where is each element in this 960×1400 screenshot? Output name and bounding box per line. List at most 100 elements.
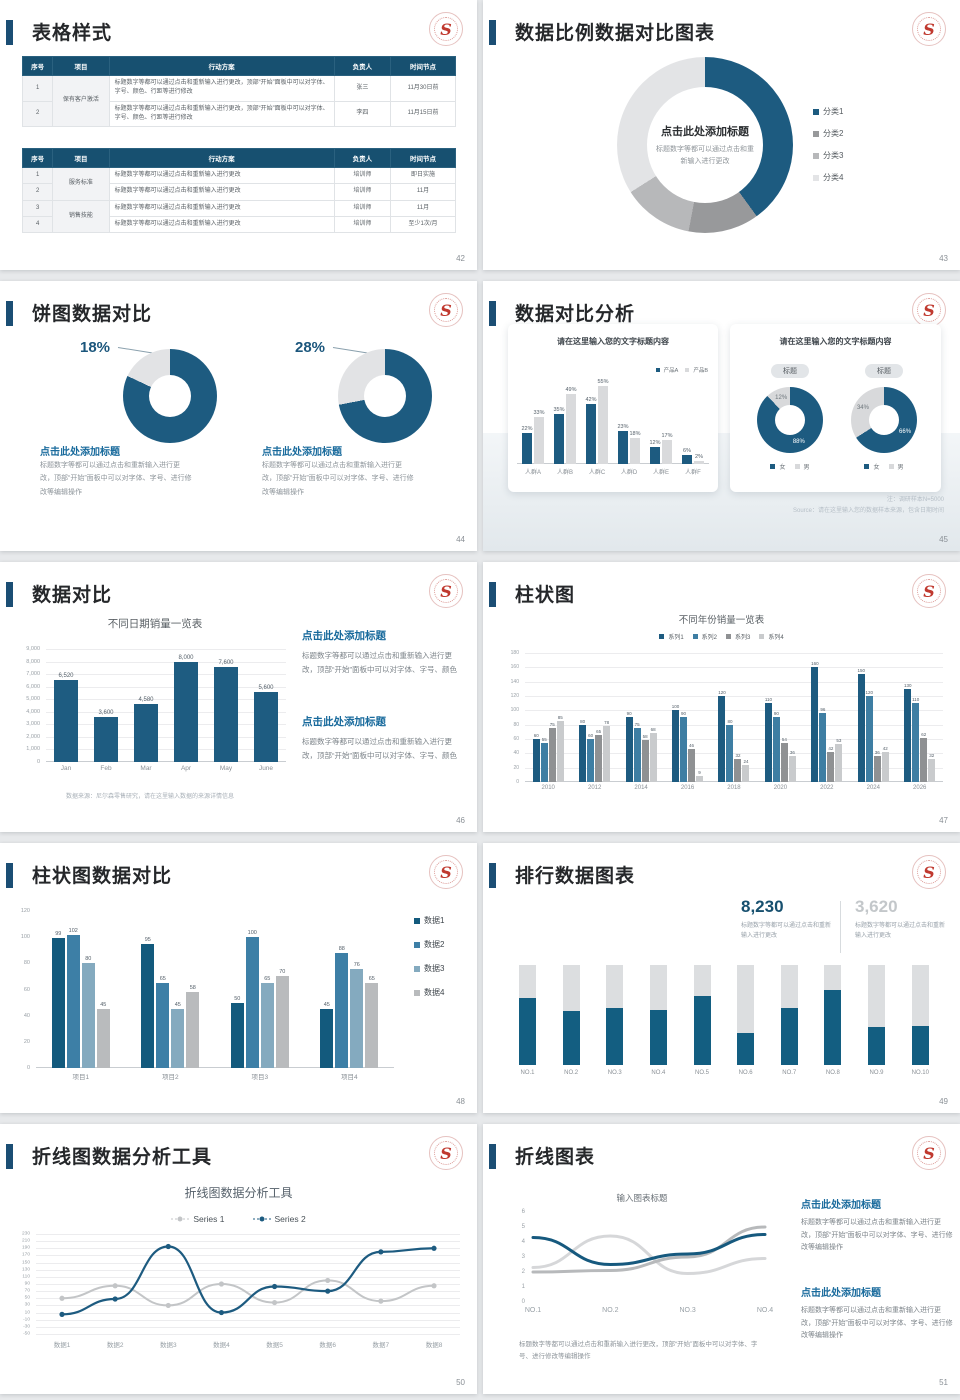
company-logo: S: [429, 12, 463, 46]
slide-title: 折线图数据分析工具: [32, 1147, 213, 1168]
company-logo: S: [912, 855, 946, 889]
column-header: 项目: [52, 148, 110, 168]
column-header: 行动方案: [108, 56, 335, 76]
stat-caption: 标题数字等都可以通过点击和重新输入进行更改: [741, 923, 832, 940]
stat-block: 3,620 标题数字等都可以通过点击和重新输入进行更改: [855, 897, 945, 941]
slide-header: 折线图表 S: [483, 1136, 960, 1174]
text-block: 点击此处添加标题 标题数字等都可以通过点击和重新输入进行更改，顶部“开始”面板中…: [801, 1284, 953, 1343]
slide-header: 排行数据图表 S: [483, 855, 960, 893]
table-cell: 标题数字等都可以通过点击和重新输入进行更改，顶部“开始”面板中可以对字体、字号、…: [108, 75, 335, 102]
table-cell: 标题数字等都可以通过点击和重新输入进行更改: [108, 215, 335, 234]
column-header: 行动方案: [108, 148, 335, 168]
slide-title: 表格样式: [32, 23, 113, 44]
table-cell: 培训师: [333, 215, 392, 234]
company-logo: S: [912, 1136, 946, 1170]
table-cell: 保有客户激活: [52, 74, 110, 128]
block-body: 标题数字等都可以通过点击和重新输入进行更改，顶部“开始”面板中可以对字体、字号、…: [302, 651, 457, 674]
legend-item: 产品B: [685, 366, 708, 374]
chart-card-donuts: 请在这里输入您的文字标题内容 标题 88% 12% 女男 标题 66% 34% 女男: [730, 324, 941, 492]
title-accent-bar: [489, 582, 496, 607]
slide-44[interactable]: 饼图数据对比 S 18% 28% 点击此处添加标题 标题数字等都可以通过点击和重…: [0, 281, 477, 551]
table-row: 4 标题数字等都可以通过点击和重新输入进行更改 培训师 至少1次/月: [21, 215, 456, 234]
company-logo: S: [429, 574, 463, 608]
slide-47[interactable]: 柱状图 S 不同年份销量一览表 系列1 系列2 系列3 系列4 180 160 140 12…: [483, 562, 960, 832]
block-heading: 点击此处添加标题: [801, 1200, 881, 1211]
legend-item: 男: [794, 462, 810, 471]
logo-letter: S: [440, 1143, 452, 1163]
table-cell: 4: [21, 215, 54, 234]
donut-group: 标题 66% 34% 女男: [842, 364, 926, 471]
gender-donut-chart: 66% 34%: [851, 387, 917, 453]
slide-title: 柱状图数据对比: [32, 866, 173, 887]
logo-letter: S: [923, 581, 935, 601]
company-logo: S: [912, 574, 946, 608]
slide-header: 柱状图 S: [483, 574, 960, 612]
block-heading: 点击此处添加标题: [262, 447, 342, 458]
title-accent-bar: [6, 301, 13, 326]
legend-item: 数据4: [414, 987, 444, 998]
source-note: 注：调研样本N=5000 Source：请在这里输入您的数据样本来源，包含日期时…: [793, 495, 944, 518]
legend-item: 产品A: [655, 366, 678, 374]
slide-title: 数据对比: [32, 585, 113, 606]
legend-item: 女: [770, 462, 786, 471]
card-title: 请在这里输入您的文字标题内容: [557, 337, 669, 346]
column-header: 时间节点: [390, 148, 456, 168]
block-body: 标题数字等都可以通过点击和重新输入进行更改，顶部“开始”面板中可以对字体、字号、…: [801, 1219, 953, 1252]
slide-header: 饼图数据对比 S: [0, 293, 477, 331]
block-heading: 点击此处添加标题: [302, 716, 386, 728]
chart-caption: 标题数字等都可以通过点击和重新输入进行更改，顶部“开始”面板中可以对字体、字号、…: [519, 1341, 758, 1361]
tag-pill: 标题: [865, 364, 903, 378]
slide-header: 数据比例数据对比图表 S: [483, 12, 960, 50]
page-number: 43: [939, 254, 948, 263]
text-block: 点击此处添加标题 标题数字等都可以通过点击和重新输入进行更改，顶部“开始”面板中…: [801, 1196, 953, 1255]
legend-item: 系列3: [726, 632, 750, 641]
company-logo: S: [429, 855, 463, 889]
slide-51[interactable]: 折线图表 S 输入图表标题 6 5 4 3 2 1 0 NO.1 NO.2 NO.3 NO.4 标题…: [483, 1124, 960, 1394]
title-accent-bar: [6, 20, 13, 45]
grouped-bar-chart: 22% 33% 人群A 35% 49% 人群B 42% 55% 人群C 23% 18% 人群D 12% 1…: [517, 376, 709, 476]
callout-leader-line: [117, 347, 153, 354]
table-row: 1 服务标准 标题数字等都可以通过点击和重新输入进行更改 培训师 即日实施: [21, 166, 456, 201]
slide-42[interactable]: 表格样式 S 序号 项目 行动方案 负责人 时间节点 1 保有客户激活 标题数字等都可以通过点…: [0, 0, 477, 270]
chart-card-bars: 请在这里输入您的文字标题内容 产品A 产品B 22% 33% 人群A 35% 49% 人群B…: [508, 324, 718, 492]
column-header: 序号: [21, 148, 54, 168]
legend-item: 男: [888, 462, 904, 471]
chart-legend: Series 1 Series 2: [0, 1214, 477, 1224]
percent-callout: 18%: [80, 339, 111, 356]
page-number: 47: [939, 816, 948, 825]
slide-45[interactable]: 数据对比分析 S 请在这里输入您的文字标题内容 产品A 产品B 22% 33% 人群A…: [483, 281, 960, 551]
ranking-stacked-bar-chart: NO.1 NO.2 NO.3 NO.4 NO.5 NO.6 NO.7 NO.8 NO.9 NO.1…: [519, 965, 929, 1076]
slide-49[interactable]: 排行数据图表 S 8,230 标题数字等都可以通过点击和重新输入进行更改 3,6…: [483, 843, 960, 1113]
table-cell: 2: [21, 183, 54, 201]
table-cell: 李四: [333, 100, 392, 128]
chart-title: 折线图数据分析工具: [184, 1186, 293, 1200]
table-cell: 11月: [390, 183, 456, 201]
title-accent-bar: [6, 1144, 13, 1169]
tag-pill: 标题: [771, 364, 809, 378]
note-line-1: 注：调研样本N=5000: [886, 497, 944, 503]
bar-chart: 9,000 8,000 7,000 6,000 5,000 4,000 3,000 2,000…: [16, 646, 286, 772]
company-logo: S: [912, 12, 946, 46]
table-row: 1 保有客户激活 标题数字等都可以通过点击和重新输入进行更改，顶部“开始”面板中可以…: [21, 74, 456, 128]
slide-header: 表格样式 S: [0, 12, 477, 50]
logo-letter: S: [923, 1143, 935, 1163]
title-accent-bar: [489, 20, 496, 45]
logo-letter: S: [923, 19, 935, 39]
table-cell: 标题数字等都可以通过点击和重新输入进行更改: [108, 166, 335, 185]
slide-43[interactable]: 数据比例数据对比图表 S 点击此处添加标题 标题数字等都可以通过点击和重新输入进行…: [483, 0, 960, 270]
text-block: 点击此处添加标题 标题数字等都可以通过点击和重新输入进行更改，顶部“开始”面板中…: [302, 628, 460, 676]
donut-group: 标题 88% 12% 女男: [748, 364, 832, 471]
column-header: 时间节点: [390, 56, 456, 76]
column-header: 负责人: [333, 148, 392, 168]
page-number: 48: [456, 1097, 465, 1106]
company-logo: S: [429, 1136, 463, 1170]
chart-legend: 分类1 分类2 分类3 分类4: [813, 106, 843, 183]
slide-title: 饼图数据对比: [32, 304, 153, 325]
divider: [840, 901, 841, 953]
slide-50[interactable]: 折线图数据分析工具 S 折线图数据分析工具 Series 1 Series 2 2…: [0, 1124, 477, 1394]
chart-legend: 产品A 产品B: [655, 366, 708, 374]
slide-48[interactable]: 柱状图数据对比 S 120 100 80 60 40 20 0 99 102 80 45 项目1 95 6…: [0, 843, 477, 1113]
title-accent-bar: [6, 863, 13, 888]
slide-46[interactable]: 数据对比 S 不同日期销量一览表 9,000 8,000 7,000 6,000 5,0…: [0, 562, 477, 832]
